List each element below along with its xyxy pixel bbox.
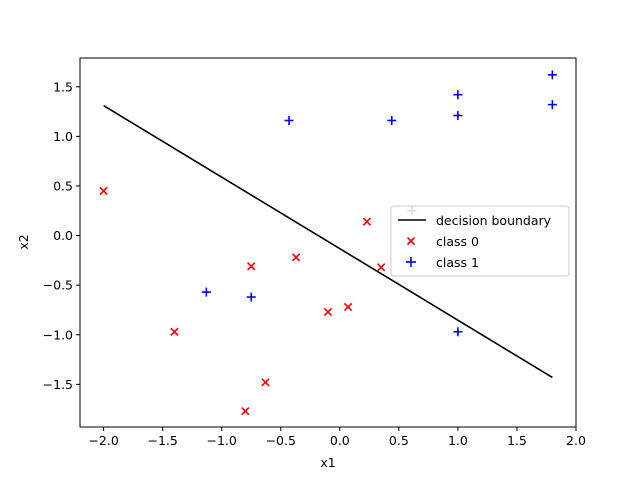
y-tick-label: 1.0 (53, 129, 73, 144)
class-0-point (261, 378, 270, 387)
class-1-point (387, 115, 397, 125)
decision-boundary-line (103, 104, 553, 379)
class-0-point (247, 262, 256, 271)
x-tick-label: 0.0 (330, 433, 350, 448)
class-1-point (453, 90, 463, 100)
class-0-point (99, 186, 108, 196)
legend-label-decision-boundary: decision boundary (436, 213, 552, 228)
x-tick-label: 1.5 (507, 433, 527, 448)
y-tick-label: 1.5 (53, 79, 73, 94)
x-tick-label: −1.0 (207, 433, 237, 448)
x-tick-label: 1.0 (448, 433, 468, 448)
x-axis-ticks: −2.0 −1.5 −1.0 −0.5 0.0 0.5 1.0 1.5 2.0 (88, 427, 586, 448)
y-tick-label: 0.0 (53, 228, 73, 243)
plot-data (99, 70, 557, 416)
legend: decision boundary class 0 class 1 (390, 205, 570, 277)
legend-label-class-0: class 0 (436, 234, 479, 249)
class-0-point (170, 327, 179, 336)
y-tick-label: −0.5 (43, 278, 73, 293)
class-0-point (323, 307, 333, 317)
y-axis-ticks: −1.5 −1.0 −0.5 0.0 0.5 1.0 1.5 (43, 79, 80, 392)
class-1-point (547, 100, 557, 110)
legend-plus-marker (406, 257, 416, 267)
x-tick-label: −0.5 (266, 433, 296, 448)
class-1-point (547, 70, 557, 80)
class-0-point (376, 263, 386, 272)
legend-box (390, 205, 570, 277)
class-1-point (453, 327, 463, 337)
class-1-point (284, 115, 294, 125)
class-1-point (201, 287, 211, 297)
class-0-point (241, 406, 250, 416)
class-0-point (362, 217, 372, 226)
y-tick-label: −1.5 (43, 377, 73, 392)
legend-x-marker (406, 236, 416, 246)
plot-frame (79, 57, 577, 428)
y-tick-label: −1.0 (43, 327, 73, 342)
y-tick-label: 0.5 (53, 178, 73, 193)
y-axis-label: x2 (16, 234, 31, 249)
x-axis-label: x1 (320, 455, 335, 470)
x-tick-label: 0.5 (389, 433, 409, 448)
class-0-point (343, 302, 353, 312)
class-1-point (453, 111, 463, 121)
class-1-point (246, 292, 256, 302)
x-tick-label: 2.0 (566, 433, 586, 448)
legend-label-class-1: class 1 (436, 255, 479, 270)
class-0-point (291, 253, 301, 262)
x-tick-label: −2.0 (88, 433, 118, 448)
x-tick-label: −1.5 (147, 433, 177, 448)
